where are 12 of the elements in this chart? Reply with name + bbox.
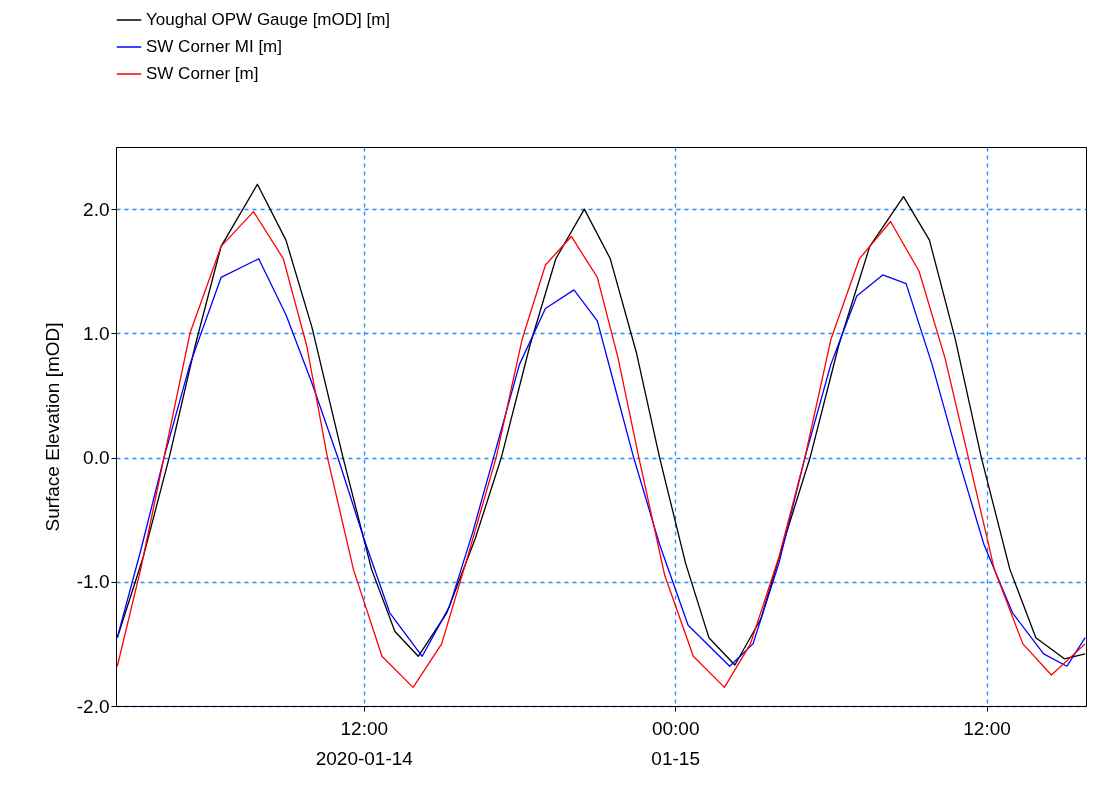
x-tick-label: 12:00 bbox=[963, 717, 1011, 739]
y-axis-title: Surface Elevation [mOD] bbox=[41, 322, 63, 532]
y-tick-label: 0.0 bbox=[83, 447, 110, 469]
y-tick-label: 1.0 bbox=[83, 322, 110, 344]
x-tick-label: 00:00 01-15 bbox=[651, 717, 700, 769]
y-tick-label: -2.0 bbox=[76, 695, 110, 717]
legend-label: Youghal OPW Gauge [mOD] [m] bbox=[146, 10, 391, 29]
y-tick-label: -1.0 bbox=[76, 571, 110, 593]
legend-label: SW Corner MI [m] bbox=[146, 37, 283, 56]
legend-label: SW Corner [m] bbox=[146, 64, 259, 83]
x-tick-label: 12:00 2020-01-14 bbox=[315, 717, 414, 769]
y-tick-label: 2.0 bbox=[83, 198, 110, 220]
